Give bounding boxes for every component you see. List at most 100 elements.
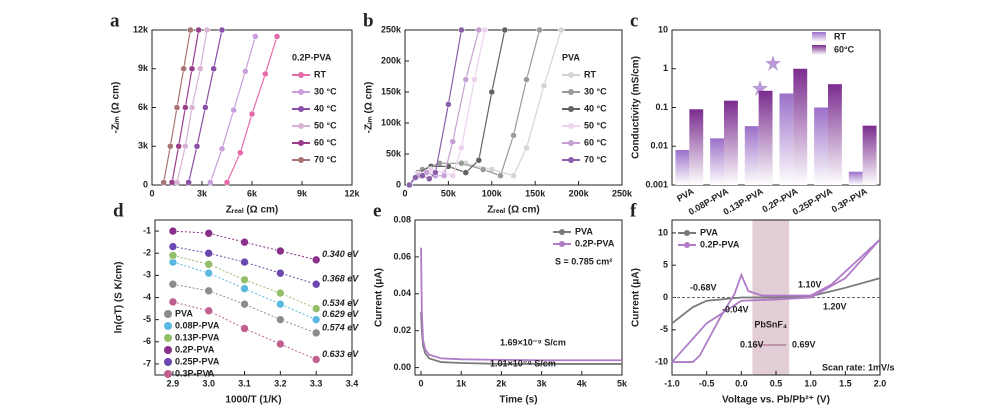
data-point — [202, 104, 209, 111]
x-tick-label: 0.25P-PVA — [791, 186, 835, 217]
y-axis-label: -Zᵢₘ (Ω cm) — [364, 82, 375, 134]
x-tick-label: 0.5 — [770, 378, 783, 388]
x-tick-label: 0 — [419, 378, 424, 388]
data-point — [167, 143, 174, 150]
data-point — [462, 76, 470, 83]
data-point — [488, 88, 496, 96]
legend-marker — [298, 106, 304, 112]
star-marker — [765, 55, 781, 71]
y-tick-label: 9k — [138, 63, 149, 73]
y-tick-label: -5 — [660, 324, 668, 334]
data-point — [262, 70, 269, 78]
y-tick-label: 0 — [143, 179, 148, 189]
y-tick-label: 250k — [381, 24, 402, 34]
y-tick-label: 5 — [663, 260, 668, 270]
legend-label: RT — [834, 31, 846, 41]
data-point — [185, 179, 192, 186]
data-point — [540, 82, 548, 90]
x-axis-label: Zᵣₑₐₗ (Ω cm) — [226, 205, 279, 216]
series-line — [671, 277, 881, 325]
annotation: 0.16V — [740, 339, 764, 349]
x-tick-label: 3k — [537, 378, 548, 388]
bar — [710, 138, 724, 185]
legend-marker — [568, 157, 574, 163]
data-point — [188, 65, 196, 72]
y-tick-label: 0 — [396, 179, 401, 189]
x-tick-label: 12k — [344, 188, 360, 198]
data-point — [240, 299, 249, 309]
x-tick-label: 3.3 — [310, 378, 323, 388]
y-axis-label: ln(σT) (S K/cm) — [114, 262, 125, 334]
x-tick-label: 9k — [297, 188, 308, 198]
data-point — [240, 237, 249, 247]
y-tick-label: 10 — [658, 227, 668, 237]
data-point — [311, 255, 321, 265]
data-point — [276, 288, 285, 298]
legend-label: 30 °C — [314, 86, 337, 96]
data-point — [412, 174, 419, 181]
data-point — [204, 268, 214, 278]
legend-label: 70 °C — [314, 154, 337, 164]
data-point — [501, 26, 509, 34]
data-point — [182, 104, 189, 111]
data-point — [168, 242, 178, 251]
data-point — [204, 259, 214, 269]
legend-marker — [568, 72, 574, 78]
x-axis-label: 1000/T (1/K) — [225, 395, 281, 406]
data-point — [458, 160, 465, 167]
data-point — [423, 169, 430, 176]
x-tick-label: 100k — [482, 188, 503, 198]
data-point — [406, 181, 413, 189]
legend-marker — [164, 358, 172, 366]
x-tick-label: 0 — [402, 188, 407, 198]
y-tick-label: -6 — [143, 336, 151, 346]
panel-label: a — [110, 10, 120, 31]
y-axis-label: Current (μA) — [374, 268, 385, 327]
data-point — [197, 65, 204, 72]
data-point — [173, 104, 181, 111]
data-point — [475, 26, 483, 34]
legend-label: 50 °C — [314, 120, 337, 130]
data-point — [240, 257, 249, 267]
y-tick-label: 10 — [658, 24, 668, 34]
y-tick-label: 0.001 — [645, 179, 668, 189]
x-tick-label: 50k — [441, 188, 457, 198]
x-tick-label: 0 — [149, 188, 154, 198]
data-point — [458, 144, 465, 152]
bar — [724, 100, 738, 185]
legend-marker — [568, 106, 574, 112]
data-point — [449, 138, 456, 145]
data-point — [479, 166, 487, 173]
legend-label: 60°C — [834, 44, 855, 54]
data-point — [188, 104, 196, 111]
annotation: S = 0.785 cm² — [555, 256, 612, 266]
data-point — [210, 65, 217, 72]
legend-label: 0.2P-PVA — [700, 239, 740, 249]
y-tick-label: 0 — [663, 292, 668, 302]
legend-label: PVA — [700, 227, 718, 237]
annotation: 0.574 eV — [322, 322, 359, 332]
bar — [828, 84, 842, 185]
data-point — [204, 286, 214, 296]
y-tick-label: 50k — [386, 148, 402, 158]
x-axis-label: Zᵣₑₐₗ (Ω cm) — [487, 205, 540, 216]
x-tick-label: -1.0 — [664, 378, 680, 388]
x-tick-label: 250k — [612, 188, 633, 198]
data-point — [252, 33, 259, 40]
panel-label: e — [373, 200, 381, 221]
legend-label: 0.13P-PVA — [175, 332, 220, 342]
y-tick-label: 0.01 — [650, 141, 668, 151]
y-tick-label: -3 — [143, 270, 151, 280]
plot-frame — [404, 29, 623, 186]
data-point — [557, 26, 565, 34]
annotation: -0.68V — [690, 282, 717, 292]
legend-marker — [298, 89, 304, 95]
panel-label: f — [630, 200, 637, 221]
legend-label: 30 °C — [584, 86, 607, 96]
bar — [814, 107, 828, 185]
legend-marker — [568, 89, 574, 95]
data-point — [481, 26, 489, 34]
y-axis-label: -Zᵢₘ (Ω cm) — [111, 82, 122, 134]
y-tick-label: -7 — [143, 358, 151, 368]
data-point — [237, 149, 244, 156]
